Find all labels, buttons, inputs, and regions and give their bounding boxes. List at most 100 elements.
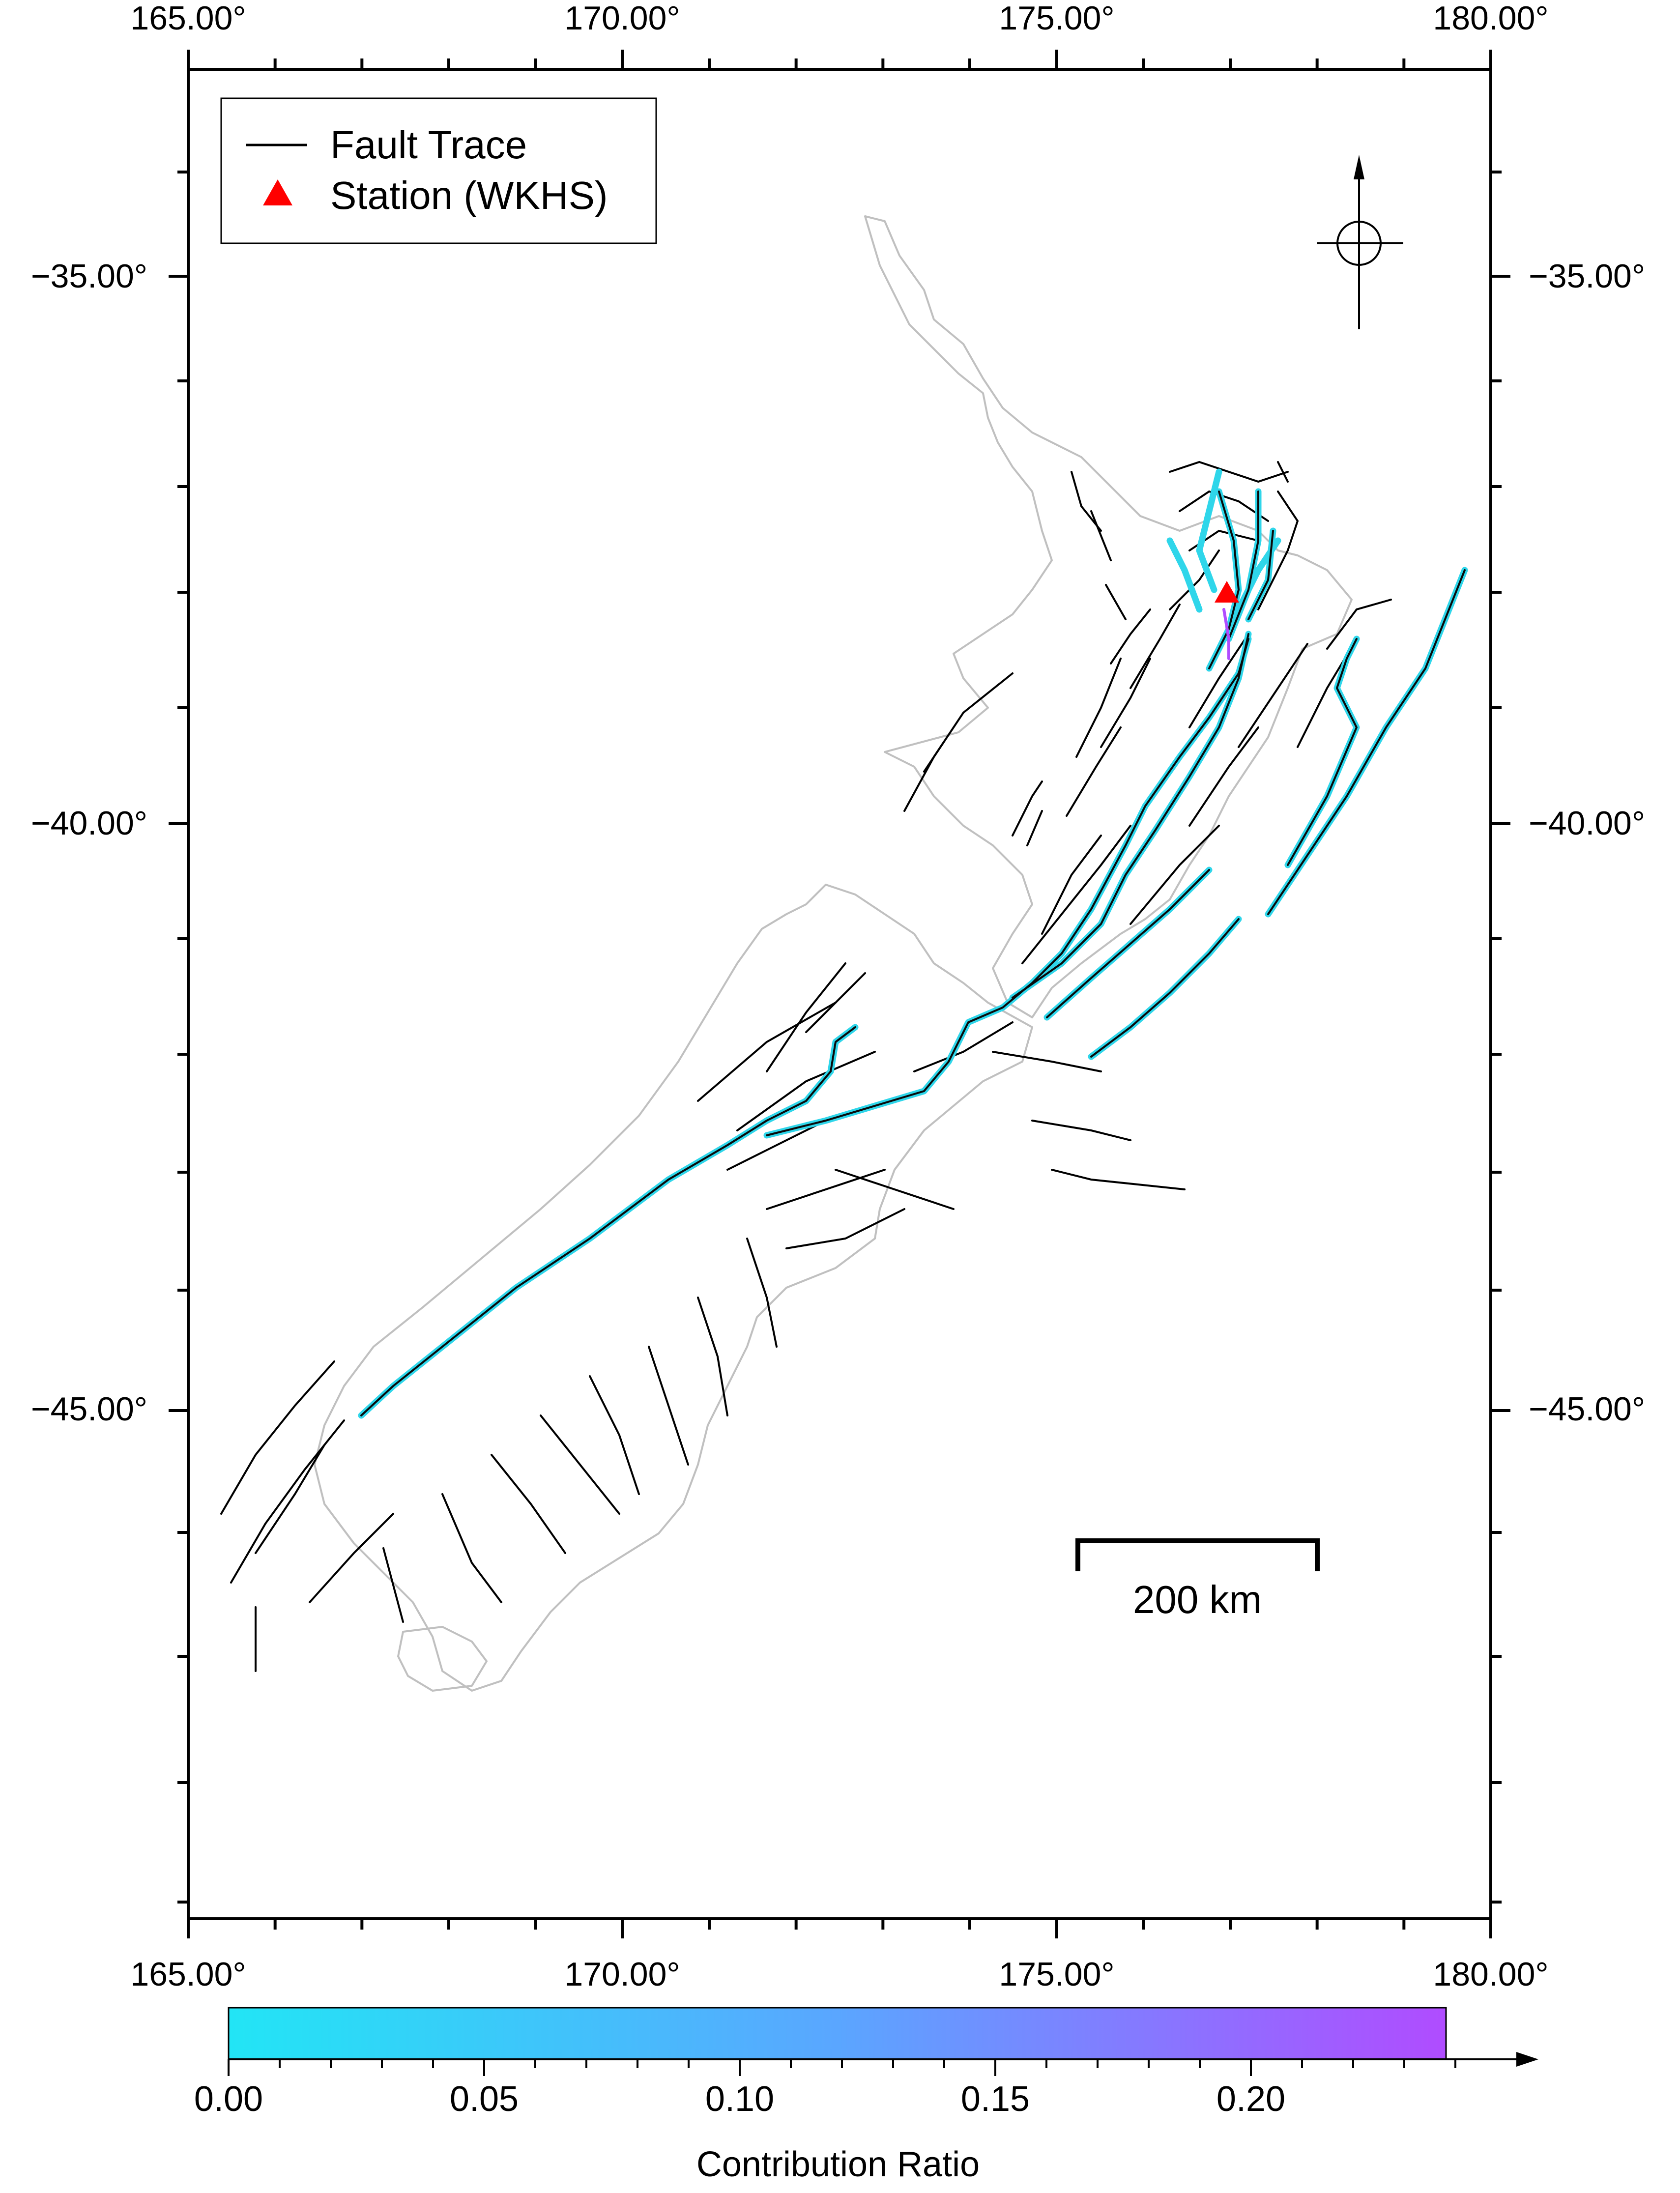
lat-label-left-35: −35.00° <box>31 258 147 295</box>
colorbar-gradient <box>228 2007 1447 2060</box>
colorbar-title: Contribution Ratio <box>696 2145 980 2184</box>
lon-label-top-180: 180.00° <box>1433 0 1548 37</box>
fault-trace <box>1188 726 1259 827</box>
fault-trace <box>1179 490 1269 522</box>
fault-trace <box>766 962 846 1072</box>
lat-label-right-35: −35.00° <box>1529 258 1645 295</box>
station-legend-label: Station (WKHS) <box>330 173 608 217</box>
fault-trace <box>785 1208 905 1249</box>
lat-label-right-40: −40.00° <box>1529 805 1645 842</box>
colorbar-arrow-icon <box>1516 2052 1538 2067</box>
wairarapa-fault-line <box>1012 633 1249 999</box>
axis-ticks <box>169 50 1510 1938</box>
east-coast-fault-line <box>1287 638 1358 866</box>
station-legend-icon <box>263 179 292 205</box>
alpine-fault-line <box>360 1026 856 1416</box>
fault-trace <box>835 1169 955 1210</box>
scale-bar-line <box>1075 1538 1320 1571</box>
fault-trace <box>1277 461 1289 483</box>
contribution-faults <box>358 468 1468 1419</box>
north-arrow-icon <box>1317 155 1403 329</box>
map-frame <box>187 68 1492 1920</box>
colorbar-ticks <box>228 2059 1456 2076</box>
fault-trace <box>697 1297 728 1416</box>
north-island-coastline <box>864 215 1353 1018</box>
lon-label-bottom-175: 175.00° <box>999 1956 1114 1993</box>
fault-trace <box>1169 461 1289 483</box>
colorbar-tick-label: 0.10 <box>705 2079 774 2119</box>
fault-trace <box>1130 604 1181 689</box>
fault-trace <box>220 1360 335 1515</box>
fault-trace <box>648 1346 689 1466</box>
lon-label-top-175: 175.00° <box>999 0 1114 37</box>
fault-trace <box>805 972 866 1033</box>
fault-trace <box>1130 825 1220 925</box>
fault-trace <box>589 1375 640 1495</box>
taupo-fault-highlight-4 <box>1196 468 1222 593</box>
colorbar: 0.00 0.05 0.10 0.15 0.20 Contribution Ra… <box>194 2007 1538 2184</box>
high-contribution-fault <box>1222 608 1230 660</box>
colorbar-tick-label: 0.00 <box>194 2079 263 2119</box>
wellington-fault-line <box>1046 869 1210 1018</box>
fault-trace <box>1066 726 1122 817</box>
fault-trace <box>255 1444 325 1554</box>
lat-label-left-40: −40.00° <box>31 805 147 842</box>
fault-trace <box>1105 584 1127 620</box>
fault-trace <box>441 1493 502 1603</box>
legend: Fault Trace Station (WKHS) <box>220 97 657 244</box>
colorbar-tick-label: 0.15 <box>961 2079 1030 2119</box>
fault-trace <box>1277 491 1299 551</box>
fault-trace <box>382 1547 404 1623</box>
fault-trace <box>1100 658 1151 748</box>
fault-trace <box>1110 608 1151 664</box>
fault-trace <box>1169 549 1220 610</box>
legend-box <box>220 97 657 244</box>
fault-trace <box>992 1051 1102 1072</box>
fault-trace <box>1041 835 1102 935</box>
fault-trace <box>1071 471 1102 532</box>
fault-trace <box>766 1169 886 1210</box>
colorbar-tick-label: 0.05 <box>450 2079 519 2119</box>
fault-trace <box>726 1120 827 1171</box>
south-island-coastline <box>314 884 1033 1692</box>
hikurangi-fault-line <box>1267 569 1466 915</box>
fault-trace <box>746 1238 778 1348</box>
fault-trace <box>1026 810 1043 846</box>
fault-trace <box>736 1051 876 1131</box>
lat-label-left-45: −45.00° <box>31 1390 147 1428</box>
fault-trace <box>903 672 1014 812</box>
fault-trace <box>309 1513 394 1603</box>
taupo-fault-line-1 <box>1208 491 1240 669</box>
lon-label-bottom-180: 180.00° <box>1433 1956 1548 1993</box>
station-marker <box>1215 581 1239 603</box>
taupo-fault-line-2 <box>1228 491 1259 640</box>
fault-trace <box>913 1021 1014 1072</box>
fault-trace <box>1021 825 1131 964</box>
lon-label-top-170: 170.00° <box>564 0 680 37</box>
hope-fault-line <box>766 638 1249 1136</box>
lon-label-top-165: 165.00° <box>130 0 246 37</box>
fault-trace <box>1257 549 1289 610</box>
scale-bar: 200 km <box>1075 1538 1320 1621</box>
fault-trace <box>1075 658 1122 758</box>
fault-trace <box>1188 633 1249 728</box>
ohariu-fault-line <box>1090 918 1240 1058</box>
fault-trace <box>1051 1169 1186 1190</box>
stewart-island-coastline <box>397 1626 488 1692</box>
fault-trace-legend-label: Fault Trace <box>330 123 527 167</box>
fault-trace <box>1031 1120 1131 1141</box>
taupo-fault-line-3 <box>1247 530 1274 620</box>
fault-trace <box>697 1002 837 1102</box>
lon-label-bottom-165: 165.00° <box>130 1956 246 1993</box>
lon-label-bottom-170: 170.00° <box>564 1956 680 1993</box>
fault-trace <box>1090 510 1112 561</box>
fault-traces <box>220 461 1392 1672</box>
fault-trace <box>1326 599 1392 650</box>
fault-trace <box>1238 643 1308 748</box>
fault-trace <box>491 1454 566 1554</box>
coastline <box>314 215 1353 1692</box>
lat-label-right-45: −45.00° <box>1529 1390 1645 1428</box>
taupo-fault-highlight-5 <box>1166 537 1203 613</box>
fault-trace <box>923 741 945 773</box>
